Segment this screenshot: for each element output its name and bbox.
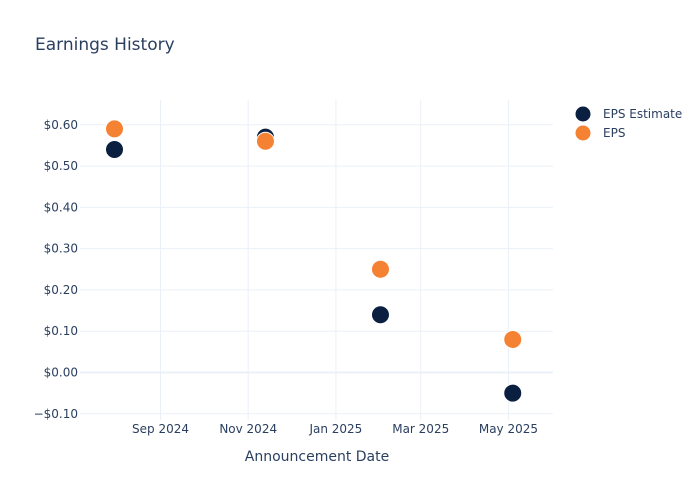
y-tick-label: $0.10 — [44, 324, 78, 338]
data-point[interactable] — [105, 119, 125, 139]
legend-marker — [574, 124, 592, 142]
x-tick-label: Jan 2025 — [308, 422, 362, 436]
x-tick-label: Nov 2024 — [219, 422, 277, 436]
data-point[interactable] — [105, 140, 125, 160]
y-axis: −$0.10 $0.00 $0.10 $0.20 $0.30 $0.40 $0.50 $0.6… — [34, 118, 78, 421]
legend[interactable]: EPS Estimate EPS — [574, 105, 682, 142]
x-axis: Sep 2024 Nov 2024 Jan 2025 Mar 2025 May 2025 — [132, 422, 538, 436]
legend-label: EPS — [603, 126, 625, 140]
grid — [80, 100, 553, 420]
data-point[interactable] — [370, 259, 390, 279]
plot-area — [105, 119, 523, 403]
y-tick-label: $0.60 — [44, 118, 78, 132]
legend-marker — [574, 105, 592, 123]
data-point[interactable] — [255, 131, 275, 151]
data-point[interactable] — [503, 383, 523, 403]
x-tick-label: Sep 2024 — [132, 422, 189, 436]
y-tick-label: −$0.10 — [34, 407, 78, 421]
x-tick-label: May 2025 — [479, 422, 538, 436]
y-tick-label: $0.00 — [44, 366, 78, 380]
x-tick-label: Mar 2025 — [392, 422, 449, 436]
y-tick-label: $0.40 — [44, 200, 78, 214]
data-point[interactable] — [503, 329, 523, 349]
y-tick-label: $0.20 — [44, 283, 78, 297]
data-point[interactable] — [370, 305, 390, 325]
chart-title: Earnings History — [35, 35, 175, 55]
y-tick-label: $0.30 — [44, 242, 78, 256]
legend-item[interactable]: EPS — [574, 124, 625, 142]
series-eps — [105, 119, 523, 349]
y-tick-label: $0.50 — [44, 159, 78, 173]
legend-label: EPS Estimate — [603, 107, 682, 121]
x-axis-title: Announcement Date — [245, 449, 389, 465]
legend-item[interactable]: EPS Estimate — [574, 105, 682, 123]
